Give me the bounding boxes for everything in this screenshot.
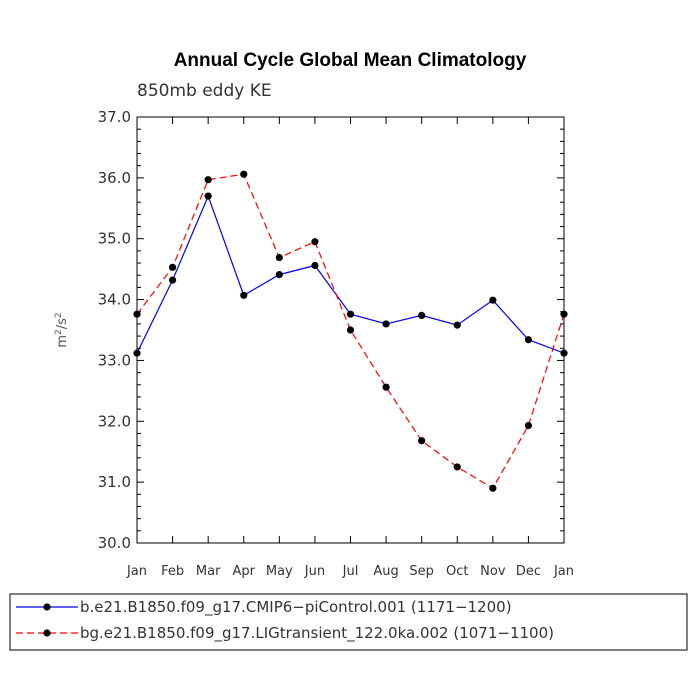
y-tick-label: 33.0 (98, 351, 131, 369)
data-point (275, 271, 283, 279)
x-tick-label: Mar (196, 564, 221, 579)
data-point (560, 349, 568, 357)
y-tick-label: 32.0 (98, 412, 131, 430)
x-tick-label: Apr (233, 564, 256, 579)
data-point (560, 310, 568, 318)
y-tick-label: 35.0 (98, 230, 131, 248)
x-tick-label: May (266, 564, 293, 579)
data-point (275, 253, 283, 262)
y-tick-label: 36.0 (98, 169, 131, 187)
data-point (418, 311, 426, 319)
data-point (240, 170, 248, 178)
data-point (346, 310, 355, 318)
x-tick-label: Jan (553, 564, 574, 579)
legend: b.e21.B1850.f09_g17.CMIP6−piControl.001 … (16, 598, 554, 643)
x-tick-label: Jan (126, 564, 147, 579)
x-tick-label: Sep (409, 564, 434, 579)
data-point (311, 261, 319, 270)
data-point (453, 321, 461, 329)
x-tick-label: Jul (342, 564, 359, 579)
data-point (382, 383, 390, 391)
data-point (418, 437, 426, 445)
y-tick-label: 37.0 (98, 108, 131, 126)
x-tick-label: Oct (446, 564, 468, 579)
data-point (382, 320, 390, 328)
x-tick-label: Nov (480, 564, 506, 579)
data-point (168, 276, 177, 284)
data-point (346, 326, 355, 334)
data-point (204, 176, 212, 184)
x-axis-ticks: Jan Feb Mar Apr May Jun Jul Aug Sep Oct Nov Dec Jan (126, 117, 574, 579)
legend-marker (43, 603, 51, 611)
data-point (524, 336, 533, 344)
data-point (168, 263, 177, 271)
chart-title: Annual Cycle Global Mean Climatology (174, 50, 527, 71)
x-tick-label: Feb (161, 564, 184, 579)
series-layer (133, 170, 568, 492)
y-axis-label: m2/s2 (54, 312, 70, 347)
y-axis-ticks: 30.0 31.0 32.0 33.0 34.0 35.0 36.0 37.0 (98, 108, 564, 552)
chart-subtitle: 850mb eddy KE (137, 81, 272, 101)
data-point (240, 291, 248, 299)
legend-box (9, 593, 688, 651)
data-point (489, 484, 497, 492)
legend-label-2: bg.e21.B1850.f09_g17.LIGtransient_122.0k… (80, 624, 554, 643)
y-tick-label: 31.0 (98, 473, 131, 491)
legend-marker (43, 629, 51, 637)
data-point (311, 238, 319, 246)
data-point (453, 463, 461, 471)
data-point (489, 296, 497, 304)
data-point (133, 349, 141, 357)
data-point (133, 310, 141, 318)
data-point (204, 192, 212, 200)
y-tick-label: 34.0 (98, 291, 131, 309)
x-tick-label: Jun (304, 564, 325, 579)
x-tick-label: Dec (516, 564, 541, 579)
data-point (524, 421, 533, 430)
x-tick-label: Aug (373, 564, 398, 579)
y-tick-label: 30.0 (98, 534, 131, 552)
legend-label-1: b.e21.B1850.f09_g17.CMIP6−piControl.001 … (80, 598, 512, 617)
